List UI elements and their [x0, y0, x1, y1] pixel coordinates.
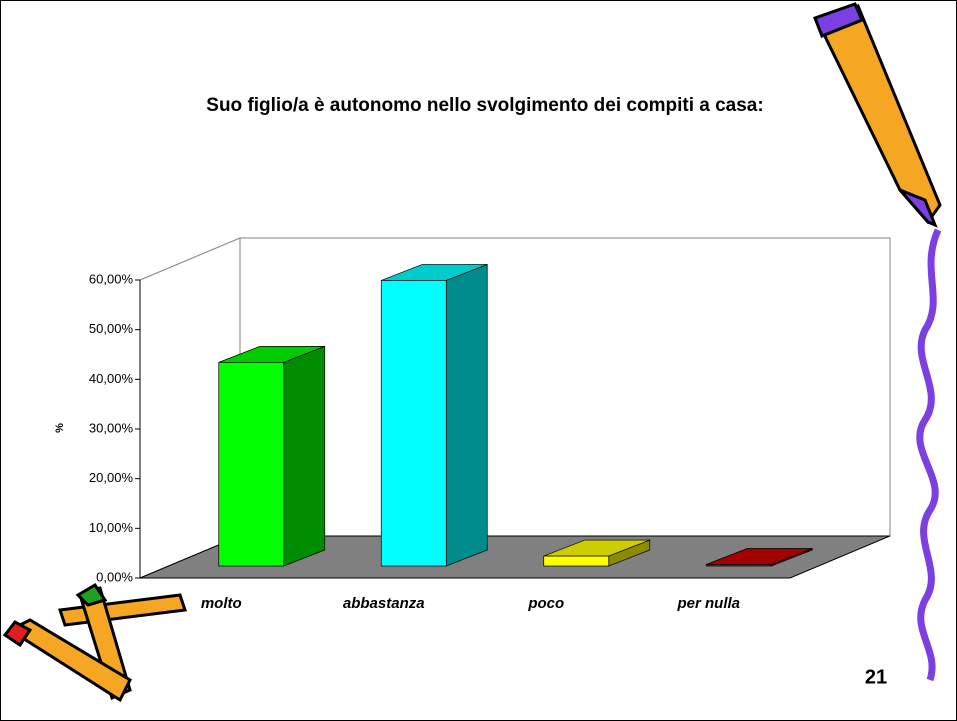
back-wall: [239, 237, 891, 537]
x-tick-label: abbastanza: [343, 595, 425, 612]
bar: [380, 280, 447, 567]
y-tick-label: 50,00%: [89, 321, 134, 336]
bar: [543, 555, 610, 567]
y-tick-label: 40,00%: [89, 371, 134, 386]
x-tick-label: poco: [527, 595, 564, 612]
y-axis-label: %: [54, 423, 66, 433]
x-tick-label: molto: [201, 595, 242, 612]
floor: [139, 535, 891, 579]
y-tick-label: 0,00%: [96, 569, 133, 584]
y-tick-label: 20,00%: [89, 470, 134, 485]
bar-side: [283, 345, 326, 567]
chart-title: Suo figlio/a è autonomo nello svolgiment…: [206, 95, 763, 116]
y-tick-label: 30,00%: [89, 420, 134, 435]
x-tick-label: per nulla: [676, 595, 740, 612]
squiggle-decoration: [916, 228, 942, 682]
pencils-decoration: [2, 582, 188, 703]
page-number: 21: [865, 666, 887, 688]
y-tick-label: 10,00%: [89, 520, 134, 535]
pencil-decoration: [813, 2, 942, 228]
y-tick-label: 60,00%: [89, 271, 134, 286]
bar-side: [445, 263, 488, 567]
bar: [218, 362, 285, 567]
bar: [705, 564, 772, 567]
